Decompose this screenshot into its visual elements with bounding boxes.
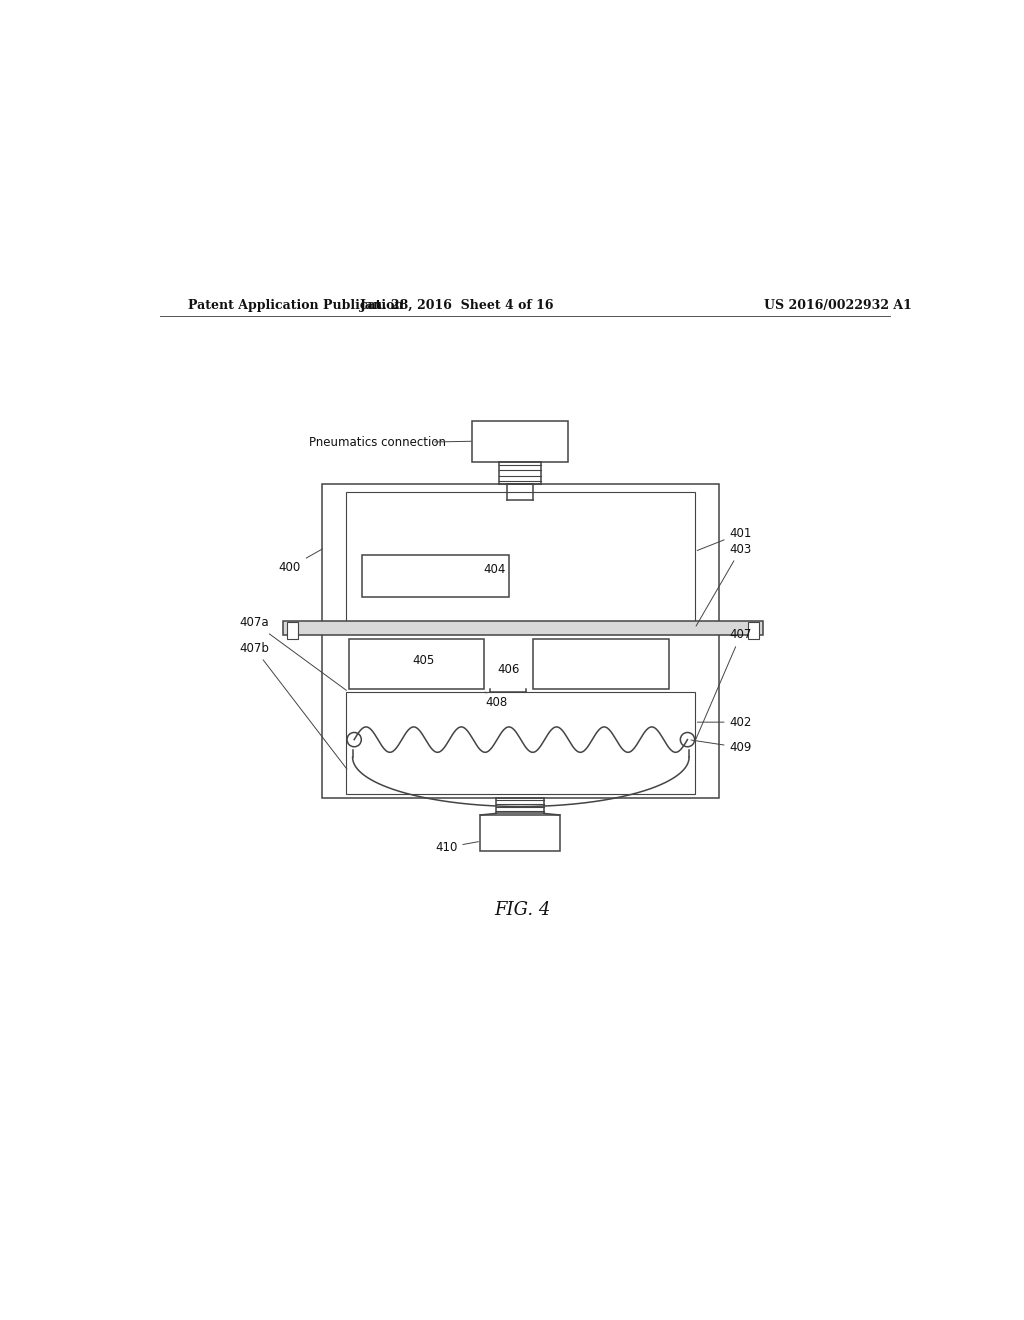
Text: 401: 401	[697, 527, 752, 550]
Text: 400: 400	[279, 549, 323, 574]
Text: 405: 405	[412, 653, 434, 667]
Text: 404: 404	[483, 564, 506, 577]
Text: Patent Application Publication: Patent Application Publication	[187, 300, 403, 312]
FancyBboxPatch shape	[748, 622, 759, 639]
Text: 410: 410	[435, 841, 478, 854]
FancyBboxPatch shape	[472, 421, 567, 462]
Text: 403: 403	[696, 543, 752, 626]
FancyBboxPatch shape	[532, 639, 670, 689]
FancyBboxPatch shape	[283, 620, 763, 635]
FancyBboxPatch shape	[323, 484, 719, 797]
FancyBboxPatch shape	[346, 692, 695, 793]
FancyBboxPatch shape	[287, 622, 298, 639]
Text: 406: 406	[497, 663, 519, 676]
Text: 407a: 407a	[240, 616, 346, 690]
Text: Pneumatics connection: Pneumatics connection	[309, 436, 445, 449]
Text: 407: 407	[695, 628, 752, 739]
FancyBboxPatch shape	[348, 639, 483, 689]
Text: US 2016/0022932 A1: US 2016/0022932 A1	[764, 300, 912, 312]
Text: 402: 402	[697, 715, 752, 729]
Text: 407b: 407b	[240, 642, 347, 770]
Text: Jan. 28, 2016  Sheet 4 of 16: Jan. 28, 2016 Sheet 4 of 16	[360, 300, 555, 312]
FancyBboxPatch shape	[362, 556, 509, 597]
FancyBboxPatch shape	[346, 492, 695, 623]
Text: 409: 409	[691, 741, 752, 754]
FancyBboxPatch shape	[480, 814, 560, 850]
Text: FIG. 4: FIG. 4	[495, 902, 551, 919]
Text: 408: 408	[485, 692, 507, 709]
